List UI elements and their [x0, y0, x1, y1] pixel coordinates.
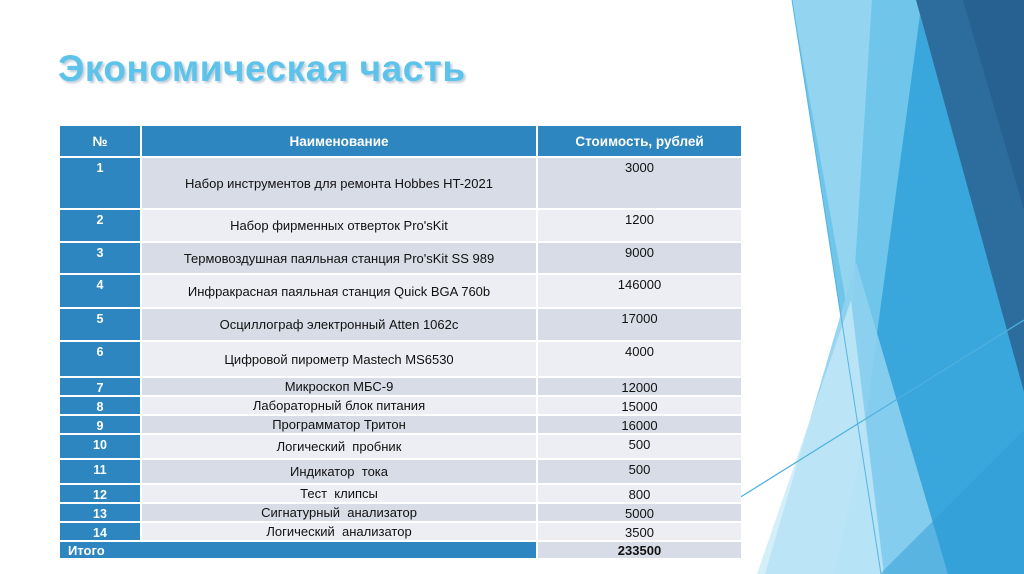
table-row: 10 Логический пробник 500: [60, 435, 741, 458]
total-row: Итого 233500: [60, 542, 741, 558]
row-number-cell: 2: [60, 210, 140, 241]
item-name-cell: Индикатор тока: [142, 460, 536, 483]
row-number-cell: 7: [60, 378, 140, 395]
item-name-cell: Цифровой пирометр Mastech MS6530: [142, 342, 536, 376]
total-value-cell: 233500: [538, 542, 741, 558]
column-header-name: Наименование: [142, 126, 536, 156]
row-number-cell: 1: [60, 158, 140, 208]
table-row: 12 Тест клипсы 800: [60, 485, 741, 502]
item-name-cell: Набор фирменных отверток Pro'sKit: [142, 210, 536, 241]
row-number-cell: 4: [60, 275, 140, 307]
table-row: 3 Термовоздушная паяльная станция Pro'sK…: [60, 243, 741, 273]
slide-title: Экономическая часть: [58, 48, 466, 89]
table-row: 13 Сигнатурный анализатор 5000: [60, 504, 741, 521]
row-number-cell: 12: [60, 485, 140, 502]
item-cost-cell: 5000: [538, 504, 741, 521]
table-row: 4 Инфракрасная паяльная станция Quick BG…: [60, 275, 741, 307]
item-cost-cell: 16000: [538, 416, 741, 433]
table-row: 1 Набор инструментов для ремонта Hobbes …: [60, 158, 741, 208]
table-row: 2 Набор фирменных отверток Pro'sKit 1200: [60, 210, 741, 241]
item-cost-cell: 800: [538, 485, 741, 502]
item-cost-cell: 4000: [538, 342, 741, 376]
table-row: 9 Программатор Тритон 16000: [60, 416, 741, 433]
item-cost-cell: 1200: [538, 210, 741, 241]
row-number-cell: 13: [60, 504, 140, 521]
item-cost-cell: 3500: [538, 523, 741, 540]
item-cost-cell: 500: [538, 435, 741, 458]
table-row: 7 Микроскоп МБС-9 12000: [60, 378, 741, 395]
item-name-cell: Тест клипсы: [142, 485, 536, 502]
row-number-cell: 14: [60, 523, 140, 540]
column-header-number: №: [60, 126, 140, 156]
item-cost-cell: 9000: [538, 243, 741, 273]
item-cost-cell: 15000: [538, 397, 741, 414]
item-name-cell: Набор инструментов для ремонта Hobbes HT…: [142, 158, 536, 208]
table-header-row: № Наименование Стоимость, рублей: [60, 126, 741, 156]
item-name-cell: Логический анализатор: [142, 523, 536, 540]
item-name-cell: Инфракрасная паяльная станция Quick BGA …: [142, 275, 536, 307]
item-name-cell: Термовоздушная паяльная станция Pro'sKit…: [142, 243, 536, 273]
row-number-cell: 3: [60, 243, 140, 273]
item-cost-cell: 12000: [538, 378, 741, 395]
item-cost-cell: 17000: [538, 309, 741, 340]
item-name-cell: Микроскоп МБС-9: [142, 378, 536, 395]
table-row: 5 Осциллограф электронный Atten 1062c 17…: [60, 309, 741, 340]
table-row: 8 Лабораторный блок питания 15000: [60, 397, 741, 414]
item-name-cell: Лабораторный блок питания: [142, 397, 536, 414]
row-number-cell: 6: [60, 342, 140, 376]
item-cost-cell: 500: [538, 460, 741, 483]
row-number-cell: 9: [60, 416, 140, 433]
item-name-cell: Логический пробник: [142, 435, 536, 458]
item-name-cell: Осциллограф электронный Atten 1062c: [142, 309, 536, 340]
row-number-cell: 5: [60, 309, 140, 340]
cost-table: № Наименование Стоимость, рублей 1 Набор…: [58, 124, 743, 560]
table-row: 11 Индикатор тока 500: [60, 460, 741, 483]
item-cost-cell: 146000: [538, 275, 741, 307]
table-row: 14 Логический анализатор 3500: [60, 523, 741, 540]
total-label-cell: Итого: [60, 542, 536, 558]
row-number-cell: 10: [60, 435, 140, 458]
column-header-cost: Стоимость, рублей: [538, 126, 741, 156]
item-name-cell: Сигнатурный анализатор: [142, 504, 536, 521]
row-number-cell: 11: [60, 460, 140, 483]
item-name-cell: Программатор Тритон: [142, 416, 536, 433]
item-cost-cell: 3000: [538, 158, 741, 208]
row-number-cell: 8: [60, 397, 140, 414]
table-row: 6 Цифровой пирометр Mastech MS6530 4000: [60, 342, 741, 376]
